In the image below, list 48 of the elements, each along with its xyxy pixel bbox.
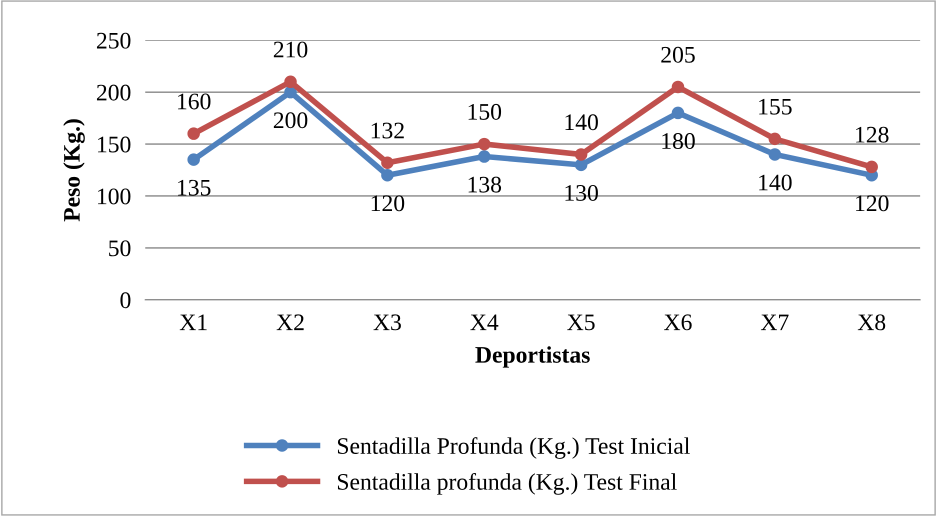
point	[187, 127, 200, 140]
legend-label: Sentadilla Profunda (Kg.) Test Inicial	[338, 437, 690, 459]
point	[574, 148, 588, 161]
data-label: 140	[565, 114, 598, 130]
y-tick-label: 0	[120, 292, 130, 308]
data-label: 160	[178, 94, 210, 110]
y-tick-label: 250	[96, 32, 130, 49]
data-label: 200	[274, 112, 308, 128]
data-label: 205	[661, 46, 695, 63]
data-label: 150	[468, 104, 502, 120]
data-label: 135	[178, 180, 210, 196]
point	[768, 148, 782, 161]
point	[865, 160, 878, 174]
x-tick-label: X4	[470, 314, 498, 330]
point	[284, 76, 297, 88]
data-label: 130	[565, 184, 598, 201]
data-label: 128	[856, 126, 889, 143]
point	[478, 150, 491, 163]
data-label: 120	[372, 195, 404, 212]
data-label: 138	[468, 176, 502, 193]
data-label: 132	[372, 122, 404, 139]
y-tick-label: 100	[98, 188, 130, 204]
point	[574, 158, 588, 172]
point	[672, 80, 684, 94]
x-tick-label: X3	[373, 314, 401, 330]
point	[381, 168, 394, 182]
y-tick-label: 50	[109, 240, 130, 256]
point	[768, 132, 782, 146]
x-tick-label: X2	[276, 314, 304, 330]
data-label: 140	[759, 174, 792, 191]
x-tick-label: X5	[567, 314, 595, 330]
point	[187, 153, 200, 166]
x-tick-label: X6	[664, 314, 692, 330]
point	[672, 106, 684, 120]
x-tick-label: X7	[760, 314, 789, 330]
point	[381, 156, 394, 170]
y-tick-label: 200	[96, 84, 130, 101]
x-tick-label: X1	[180, 314, 207, 330]
data-label: 210	[274, 42, 308, 58]
x-axis-title: Deportistas	[475, 346, 590, 368]
x-tick-label: X8	[858, 314, 886, 330]
legend-label: Sentadilla profunda (Kg.) Test Final	[338, 473, 677, 495]
data-label: 180	[662, 133, 695, 149]
point	[478, 138, 491, 150]
y-tick-label: 150	[98, 136, 130, 152]
y-axis-title: Peso (Kg.)	[63, 119, 85, 222]
data-label: 155	[759, 98, 792, 115]
data-label: 120	[856, 195, 889, 212]
